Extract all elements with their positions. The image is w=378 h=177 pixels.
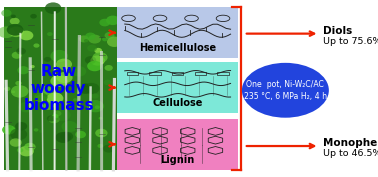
Text: One  pot, Ni-W₂C/AC
235 °C, 6 MPa H₂, 4 h: One pot, Ni-W₂C/AC 235 °C, 6 MPa H₂, 4 h	[244, 79, 327, 101]
Ellipse shape	[11, 15, 16, 18]
Ellipse shape	[95, 105, 100, 109]
Ellipse shape	[43, 102, 54, 110]
Ellipse shape	[24, 143, 36, 151]
Ellipse shape	[8, 125, 12, 128]
Ellipse shape	[15, 122, 27, 130]
Text: Up to 75.6% yield: Up to 75.6% yield	[323, 37, 378, 46]
Ellipse shape	[53, 111, 62, 116]
Text: Up to 46.5% yield: Up to 46.5% yield	[323, 150, 378, 158]
Ellipse shape	[71, 66, 86, 77]
Ellipse shape	[79, 85, 91, 94]
Text: Raw
woody
biomass: Raw woody biomass	[23, 64, 94, 113]
Bar	[117, 119, 238, 170]
Ellipse shape	[47, 115, 55, 121]
Ellipse shape	[0, 27, 14, 38]
Ellipse shape	[52, 114, 59, 119]
Bar	[217, 72, 229, 75]
Ellipse shape	[67, 90, 70, 93]
Bar	[117, 7, 238, 58]
Ellipse shape	[33, 43, 39, 48]
Ellipse shape	[90, 55, 105, 66]
Ellipse shape	[12, 91, 15, 93]
Text: Cellulose: Cellulose	[152, 98, 203, 108]
Ellipse shape	[105, 32, 115, 39]
Ellipse shape	[12, 52, 22, 59]
Ellipse shape	[84, 83, 99, 94]
Ellipse shape	[87, 61, 102, 71]
Ellipse shape	[84, 39, 88, 42]
Ellipse shape	[87, 45, 97, 52]
Ellipse shape	[98, 144, 103, 148]
Ellipse shape	[9, 27, 24, 37]
Bar	[117, 62, 238, 113]
Ellipse shape	[46, 92, 64, 104]
Ellipse shape	[103, 145, 115, 153]
Text: Hemicellulose: Hemicellulose	[139, 43, 216, 53]
Ellipse shape	[56, 59, 72, 70]
Ellipse shape	[44, 57, 51, 62]
Ellipse shape	[17, 66, 29, 74]
Bar	[127, 72, 138, 75]
Ellipse shape	[10, 18, 20, 25]
Ellipse shape	[88, 35, 101, 44]
Text: Monophenols: Monophenols	[323, 138, 378, 148]
Ellipse shape	[92, 52, 108, 63]
Ellipse shape	[48, 115, 60, 123]
Ellipse shape	[57, 72, 73, 83]
Ellipse shape	[34, 128, 39, 132]
Ellipse shape	[85, 33, 96, 40]
Ellipse shape	[34, 92, 48, 102]
Ellipse shape	[7, 24, 23, 36]
Bar	[195, 72, 206, 75]
Ellipse shape	[30, 65, 35, 68]
Ellipse shape	[60, 132, 73, 141]
Ellipse shape	[19, 146, 34, 156]
Ellipse shape	[104, 80, 112, 85]
Ellipse shape	[102, 37, 108, 41]
Ellipse shape	[77, 96, 81, 99]
Bar	[4, 7, 117, 170]
Ellipse shape	[39, 130, 43, 133]
Ellipse shape	[11, 85, 28, 98]
Ellipse shape	[107, 36, 122, 47]
Ellipse shape	[106, 16, 120, 25]
Ellipse shape	[1, 10, 11, 17]
Ellipse shape	[99, 117, 102, 120]
Ellipse shape	[105, 65, 113, 71]
Ellipse shape	[54, 109, 71, 121]
Ellipse shape	[55, 132, 71, 143]
Ellipse shape	[50, 75, 68, 87]
Ellipse shape	[4, 87, 11, 91]
Ellipse shape	[19, 102, 33, 112]
Ellipse shape	[91, 93, 99, 99]
Ellipse shape	[95, 129, 108, 137]
Ellipse shape	[47, 32, 53, 36]
Ellipse shape	[99, 19, 110, 26]
Ellipse shape	[83, 83, 88, 87]
Ellipse shape	[242, 63, 329, 118]
Ellipse shape	[85, 56, 96, 64]
Ellipse shape	[94, 48, 102, 53]
Ellipse shape	[75, 131, 86, 138]
Ellipse shape	[62, 121, 77, 132]
Ellipse shape	[20, 31, 33, 40]
Bar	[149, 72, 161, 75]
Ellipse shape	[10, 138, 22, 147]
Ellipse shape	[10, 128, 27, 140]
Ellipse shape	[50, 50, 68, 62]
Ellipse shape	[15, 81, 22, 85]
Ellipse shape	[45, 2, 61, 14]
Ellipse shape	[16, 48, 26, 55]
Text: Diols: Diols	[323, 26, 352, 36]
Text: Lignin: Lignin	[161, 155, 195, 165]
Ellipse shape	[79, 35, 89, 42]
Ellipse shape	[17, 148, 23, 152]
Ellipse shape	[40, 86, 53, 95]
Ellipse shape	[73, 98, 77, 101]
Ellipse shape	[87, 100, 104, 112]
Ellipse shape	[30, 14, 37, 19]
Ellipse shape	[2, 125, 15, 135]
Ellipse shape	[36, 95, 46, 102]
Bar	[172, 72, 183, 75]
